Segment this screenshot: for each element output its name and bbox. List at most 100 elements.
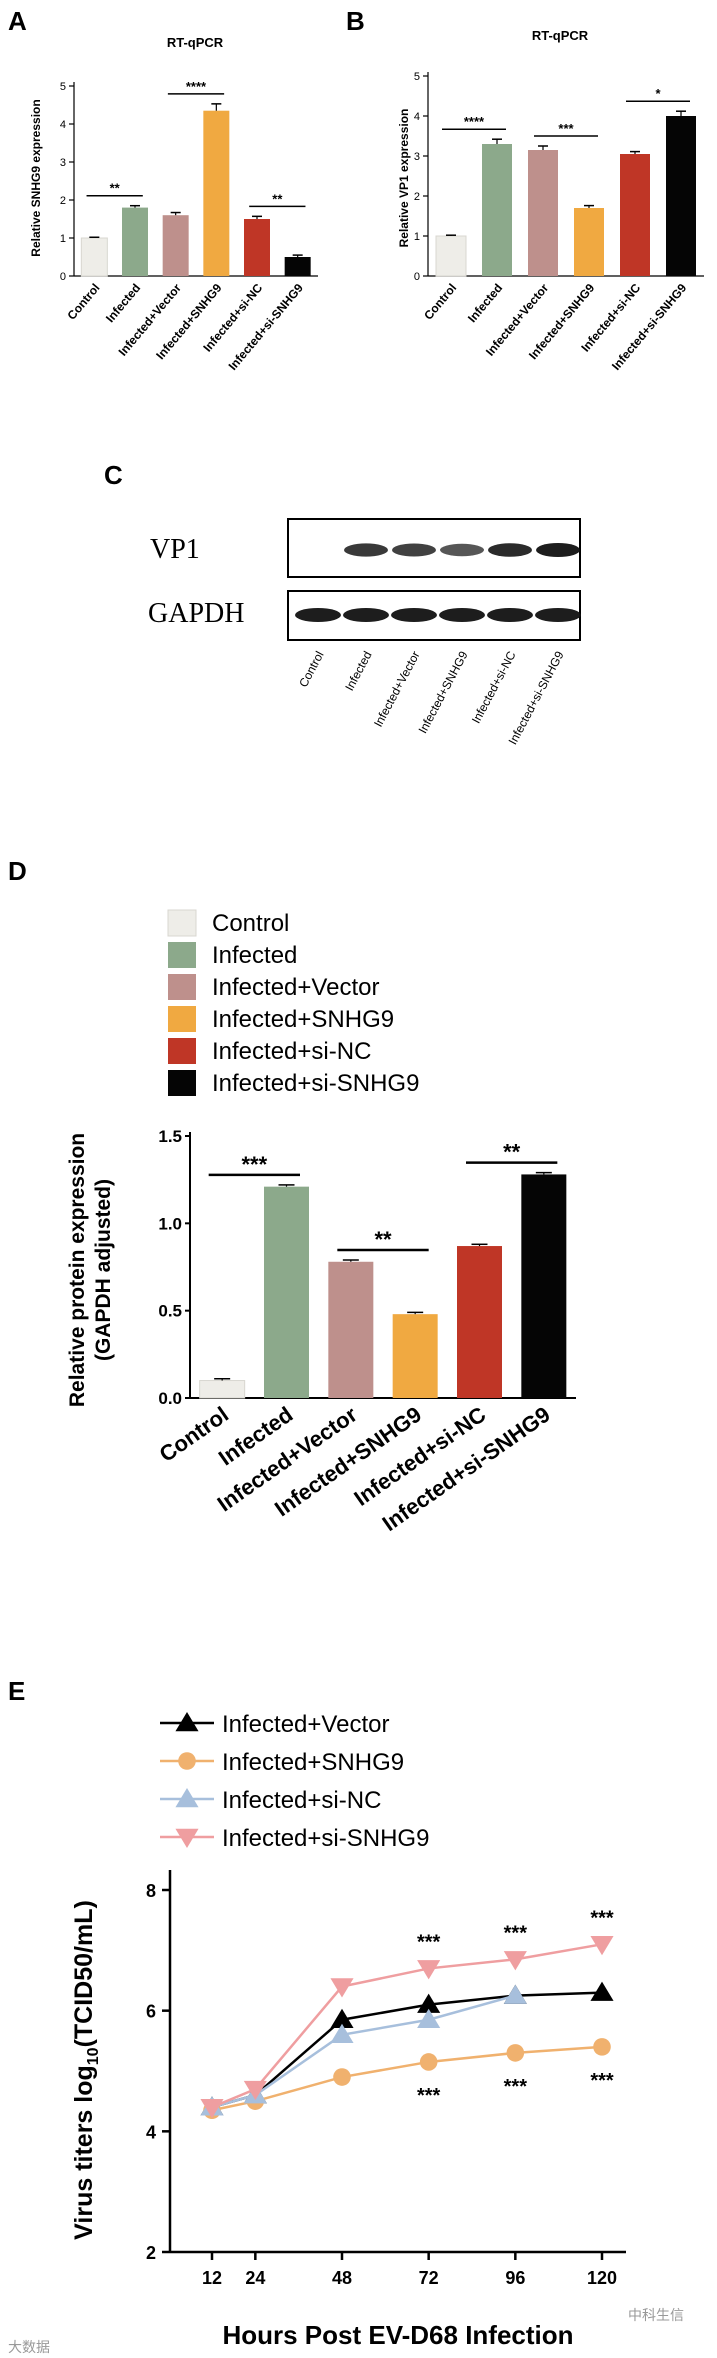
- legend-label: Infected+SNHG9: [222, 1749, 404, 1776]
- significance-label: *: [655, 86, 661, 101]
- legend-label: Control: [212, 910, 289, 937]
- blot-lane-label: Infected+si-NC: [469, 649, 519, 726]
- significance-label: ****: [464, 114, 485, 129]
- legend-swatch: [168, 1006, 196, 1032]
- bar: [574, 208, 604, 276]
- bar: [482, 144, 512, 276]
- bar: [528, 150, 558, 276]
- blot-row-label-gapdh: GAPDH: [148, 598, 244, 629]
- y-tick-label: 5: [60, 81, 66, 93]
- legend-label: Infected: [212, 942, 297, 969]
- data-point: [330, 2023, 354, 2044]
- bar: [203, 110, 230, 276]
- x-tick-label: 24: [245, 2268, 265, 2288]
- data-point: [593, 2038, 611, 2056]
- data-point: [417, 1960, 441, 1980]
- data-point: [503, 1951, 527, 1971]
- y-tick-label: 8: [146, 1881, 156, 1901]
- data-point: [590, 1936, 614, 1956]
- watermark-right: 中科生信: [628, 2307, 684, 2323]
- x-tick-label: Infected: [103, 281, 143, 325]
- panel-letter-c: C: [104, 460, 123, 490]
- x-tick-label: 72: [419, 2268, 439, 2288]
- y-tick-label: 2: [146, 2243, 156, 2263]
- panel-letter-e: E: [8, 1676, 25, 1706]
- data-point: [419, 2053, 438, 2071]
- significance-lower: ***: [504, 2076, 528, 2098]
- y-tick-label: 0.0: [158, 1389, 182, 1408]
- bar: [264, 1186, 309, 1398]
- data-point: [175, 1712, 199, 1732]
- significance-upper: ***: [590, 1907, 614, 1929]
- bar: [457, 1246, 502, 1398]
- bar: [620, 154, 650, 276]
- legend-swatch: [168, 974, 196, 1000]
- legend-label: Infected+si-SNHG9: [222, 1825, 429, 1852]
- y-axis-label: Virus titers log10(TCID50/mL): [70, 1900, 102, 2240]
- y-tick-label: 1.5: [158, 1127, 182, 1146]
- y-tick-label: 2: [60, 195, 66, 207]
- legend-label: Infected+si-SNHG9: [212, 1070, 419, 1097]
- data-point: [178, 1752, 196, 1770]
- watermark-left: 大数据: [8, 2339, 50, 2355]
- chart-b-title: RT-qPCR: [532, 28, 589, 43]
- blot-band-vp1: [536, 543, 580, 557]
- data-point: [417, 2008, 441, 2028]
- y-tick-label: 5: [414, 71, 420, 83]
- blot-band-gapdh: [343, 608, 389, 622]
- x-tick-label: Control: [64, 281, 102, 323]
- blot-band-gapdh: [439, 608, 485, 622]
- chart-d: 0.00.51.01.5ControlInfectedInfected+Vect…: [66, 1127, 576, 1536]
- legend-swatch: [168, 942, 196, 968]
- blot-lane-label: Infected+Vector: [371, 649, 423, 730]
- blot-band-gapdh: [391, 608, 437, 622]
- y-tick-label: 4: [60, 119, 66, 131]
- panel-letter-b: B: [346, 6, 365, 36]
- y-tick-label: 0.5: [158, 1302, 182, 1321]
- blot-lane-label: Infected+si-SNHG9: [506, 649, 567, 747]
- y-axis-label: Relative SNHG9 expression: [29, 99, 43, 256]
- y-tick-label: 4: [146, 2122, 156, 2142]
- y-tick-label: 6: [146, 2002, 156, 2022]
- x-tick-label: Control: [421, 281, 459, 323]
- data-point: [330, 2008, 354, 2028]
- legend-swatch: [168, 1038, 196, 1064]
- y-axis-label-subscript: 10: [85, 2047, 102, 2065]
- y-axis-label-main: Virus titers log: [70, 2065, 98, 2240]
- blot-band-vp1: [392, 543, 436, 557]
- panel-letter-a: A: [8, 6, 27, 36]
- data-point: [200, 2098, 224, 2119]
- significance-label: **: [503, 1140, 521, 1165]
- data-point: [175, 1788, 199, 1808]
- y-tick-label: 4: [414, 111, 420, 123]
- x-tick-label: 12: [202, 2268, 222, 2288]
- blot-lane-label: Control: [296, 649, 327, 690]
- significance-upper: ***: [504, 1922, 528, 1944]
- chart-a-title: RT-qPCR: [167, 35, 224, 50]
- y-tick-label: 3: [60, 157, 66, 169]
- blot-row-label-vp1: VP1: [150, 534, 200, 565]
- y-tick-label: 1: [414, 231, 420, 243]
- bar: [162, 215, 189, 276]
- y-axis-label: Relative protein expression: [66, 1133, 89, 1407]
- y-axis-label: Relative VP1 expression: [397, 109, 411, 248]
- blot-lane-label: Infected+SNHG9: [416, 649, 471, 736]
- bar: [392, 1314, 438, 1398]
- series-line: [211, 2045, 603, 2112]
- significance-label: **: [272, 191, 283, 206]
- blot-band-gapdh: [535, 608, 581, 622]
- legend-label: Infected+si-NC: [222, 1787, 381, 1814]
- blot-band-vp1: [344, 543, 388, 557]
- bar: [284, 257, 311, 276]
- data-point: [333, 2068, 351, 2086]
- legend-label: Infected+si-NC: [212, 1038, 371, 1065]
- data-point: [417, 1993, 441, 2013]
- legend-label: Infected+SNHG9: [212, 1006, 394, 1033]
- significance-label: ****: [186, 79, 207, 94]
- x-tick-label: 96: [505, 2268, 525, 2288]
- y-tick-label: 0: [60, 271, 66, 283]
- y-tick-label: 1.0: [158, 1214, 182, 1233]
